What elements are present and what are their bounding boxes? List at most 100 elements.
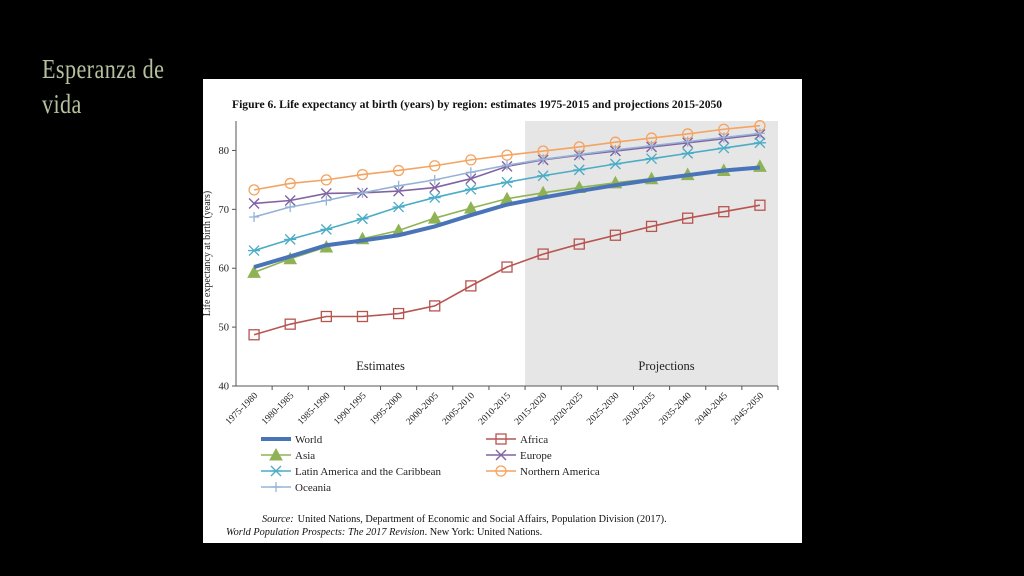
data-point-europe (429, 182, 441, 194)
y-tick-label: 80 (219, 146, 230, 157)
data-point-latin-america-and-the-caribbean (573, 164, 586, 176)
data-point-europe (393, 185, 405, 197)
source-publication: World Population Prospects: The 2017 Rev… (226, 527, 425, 538)
legend-label: Europe (520, 450, 552, 462)
x-tick-label: 2000-2005 (405, 391, 441, 427)
x-tick-label: 2025-2030 (585, 391, 621, 427)
estimates-label: Estimates (356, 359, 405, 373)
data-point-europe (284, 195, 296, 206)
data-point-africa (429, 300, 441, 312)
y-tick-label: 40 (219, 382, 230, 393)
x-tick-label: 1985-1990 (296, 391, 332, 427)
x-tick-label: 2035-2040 (658, 391, 694, 427)
data-point-latin-america-and-the-caribbean (501, 176, 513, 188)
data-point-northern-america (320, 174, 332, 186)
chart-source-line2: World Population Prospects: The 2017 Rev… (226, 527, 542, 538)
data-point-africa (754, 199, 766, 211)
data-point-oceania (538, 154, 549, 165)
x-tick-label: 2010-2015 (477, 391, 513, 427)
legend-label: Oceania (295, 482, 331, 494)
x-tick-label: 2030-2035 (621, 391, 657, 427)
y-tick-label: 60 (219, 264, 230, 275)
data-point-asia (247, 265, 261, 278)
data-point-europe (320, 187, 332, 199)
data-point-latin-america-and-the-caribbean (248, 245, 261, 257)
y-tick-label: 70 (219, 205, 230, 216)
data-point-northern-america (429, 160, 441, 172)
data-point-africa (718, 206, 730, 218)
data-point-africa (356, 310, 369, 323)
legend-item-africa: Africa (486, 433, 548, 446)
data-point-latin-america-and-the-caribbean (392, 201, 405, 213)
data-point-africa (284, 318, 296, 330)
data-point-africa (392, 307, 405, 320)
data-point-oceania (393, 180, 404, 191)
legend-item-europe: Europe (486, 449, 552, 462)
legend-label: Asia (295, 450, 315, 462)
chart-figure: Figure 6. Life expectancy at birth (year… (203, 79, 802, 543)
data-point-latin-america-and-the-caribbean (753, 137, 766, 149)
data-point-latin-america-and-the-caribbean (609, 158, 622, 170)
legend-marker (495, 465, 507, 477)
data-point-northern-america (284, 177, 296, 190)
data-point-africa (573, 238, 585, 250)
legend-marker (270, 465, 282, 477)
data-point-latin-america-and-the-caribbean (284, 233, 297, 245)
data-point-oceania (682, 136, 693, 147)
x-tick-label: 2045-2050 (730, 391, 766, 427)
source-label: Source: (262, 514, 294, 525)
x-tick-label: 1990-1995 (332, 391, 368, 427)
legend-item-latin-america-and-the-caribbean: Latin America and the Caribbean (261, 465, 441, 478)
chart-source-line1: Source: United Nations, Department of Eco… (262, 514, 667, 525)
data-point-oceania (502, 160, 512, 171)
data-point-oceania (429, 174, 440, 185)
data-point-oceania (718, 132, 729, 143)
data-point-latin-america-and-the-caribbean (464, 183, 477, 195)
legend-label: Northern America (520, 466, 600, 478)
chart-title: Figure 6. Life expectancy at birth (year… (232, 98, 722, 111)
data-point-latin-america-and-the-caribbean (320, 223, 333, 235)
data-point-oceania (285, 201, 296, 212)
legend-item-world: World (261, 434, 323, 446)
legend-label: World (295, 434, 323, 446)
data-point-africa (465, 280, 477, 292)
data-point-africa (609, 229, 622, 241)
x-tick-label: 2040-2045 (694, 391, 730, 427)
data-point-oceania (754, 128, 765, 139)
data-point-africa (320, 310, 332, 323)
slide-title: Esperanza de vida (42, 54, 165, 119)
data-point-northern-america (356, 168, 369, 181)
legend-label: Africa (520, 434, 548, 446)
x-tick-label: 2015-2020 (513, 391, 549, 427)
series-line-world (253, 165, 761, 269)
legend-marker (495, 449, 507, 461)
legend-marker (269, 447, 283, 461)
data-point-europe (248, 197, 260, 209)
data-point-latin-america-and-the-caribbean (537, 170, 550, 182)
series-line-africa (253, 204, 761, 336)
data-point-latin-america-and-the-caribbean (356, 213, 369, 225)
data-point-northern-america (392, 164, 405, 177)
data-point-africa (501, 261, 513, 273)
data-point-oceania (574, 149, 585, 160)
legend-marker (495, 433, 507, 445)
data-point-latin-america-and-the-caribbean (717, 142, 730, 154)
data-point-latin-america-and-the-caribbean (681, 147, 694, 159)
legend-item-asia: Asia (261, 447, 315, 462)
series-line-northern-america (253, 124, 761, 191)
data-point-oceania (249, 211, 260, 222)
data-point-northern-america (465, 154, 477, 166)
y-axis-label: Life expectancy at birth (years) (203, 191, 213, 317)
x-tick-label: 2020-2025 (549, 391, 585, 427)
data-point-oceania (465, 167, 476, 178)
data-point-northern-america (248, 184, 260, 196)
legend-marker (271, 482, 281, 492)
y-tick-label: 50 (219, 323, 230, 334)
line-chart: Figure 6. Life expectancy at birth (year… (203, 98, 779, 538)
projections-label: Projections (638, 359, 694, 373)
legend-label: Latin America and the Caribbean (295, 466, 441, 478)
x-tick-label: 2005-2010 (441, 391, 477, 427)
data-point-oceania (646, 140, 657, 151)
x-tick-label: 1975-1980 (224, 391, 260, 427)
legend-item-oceania: Oceania (261, 482, 331, 494)
